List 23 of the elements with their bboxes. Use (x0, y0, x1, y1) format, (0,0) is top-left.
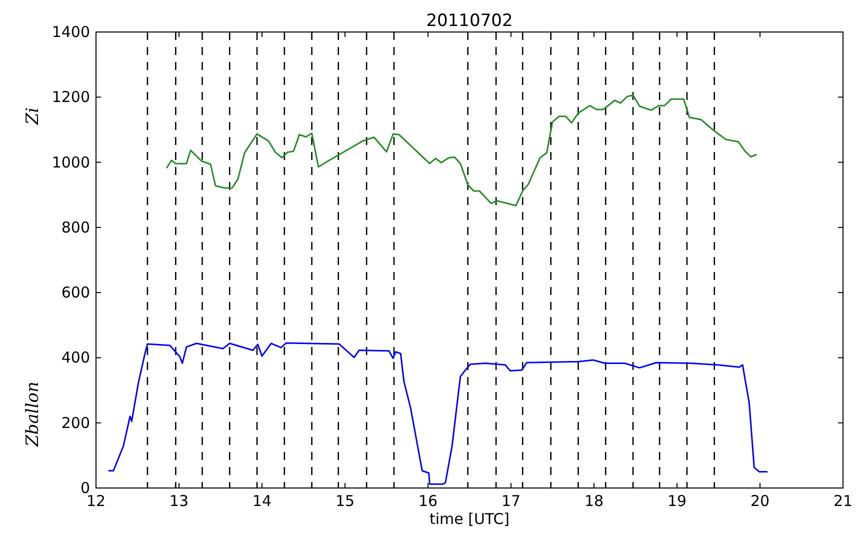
x-tick-label: 18 (584, 492, 604, 510)
y-tick-label: 800 (61, 218, 90, 236)
x-tick-label: 17 (501, 492, 521, 510)
x-tick-label: 20 (750, 492, 770, 510)
text: Zballon (23, 382, 43, 448)
y-tick-label: 600 (61, 284, 90, 302)
x-tick-label: 16 (418, 492, 438, 510)
line-series (108, 342, 768, 485)
text: Zi (23, 107, 43, 126)
line-series (166, 94, 758, 206)
y-tick-label: 1200 (52, 88, 90, 106)
x-axis-title: time [UTC] (429, 510, 510, 528)
x-tick-label: 15 (335, 492, 355, 510)
x-tick-label: 14 (252, 492, 272, 510)
x-tick-label: 19 (667, 492, 687, 510)
y-tick-label: 1400 (52, 23, 90, 41)
x-tick-label: 21 (833, 492, 853, 510)
y-tick-label: 200 (61, 414, 90, 432)
x-tick-label: 12 (86, 492, 106, 510)
chart-title: 20110702 (426, 11, 513, 31)
y-tick-label: 400 (61, 348, 90, 367)
y-tick-label: 1000 (52, 153, 90, 172)
x-tick-label: 13 (169, 492, 189, 510)
